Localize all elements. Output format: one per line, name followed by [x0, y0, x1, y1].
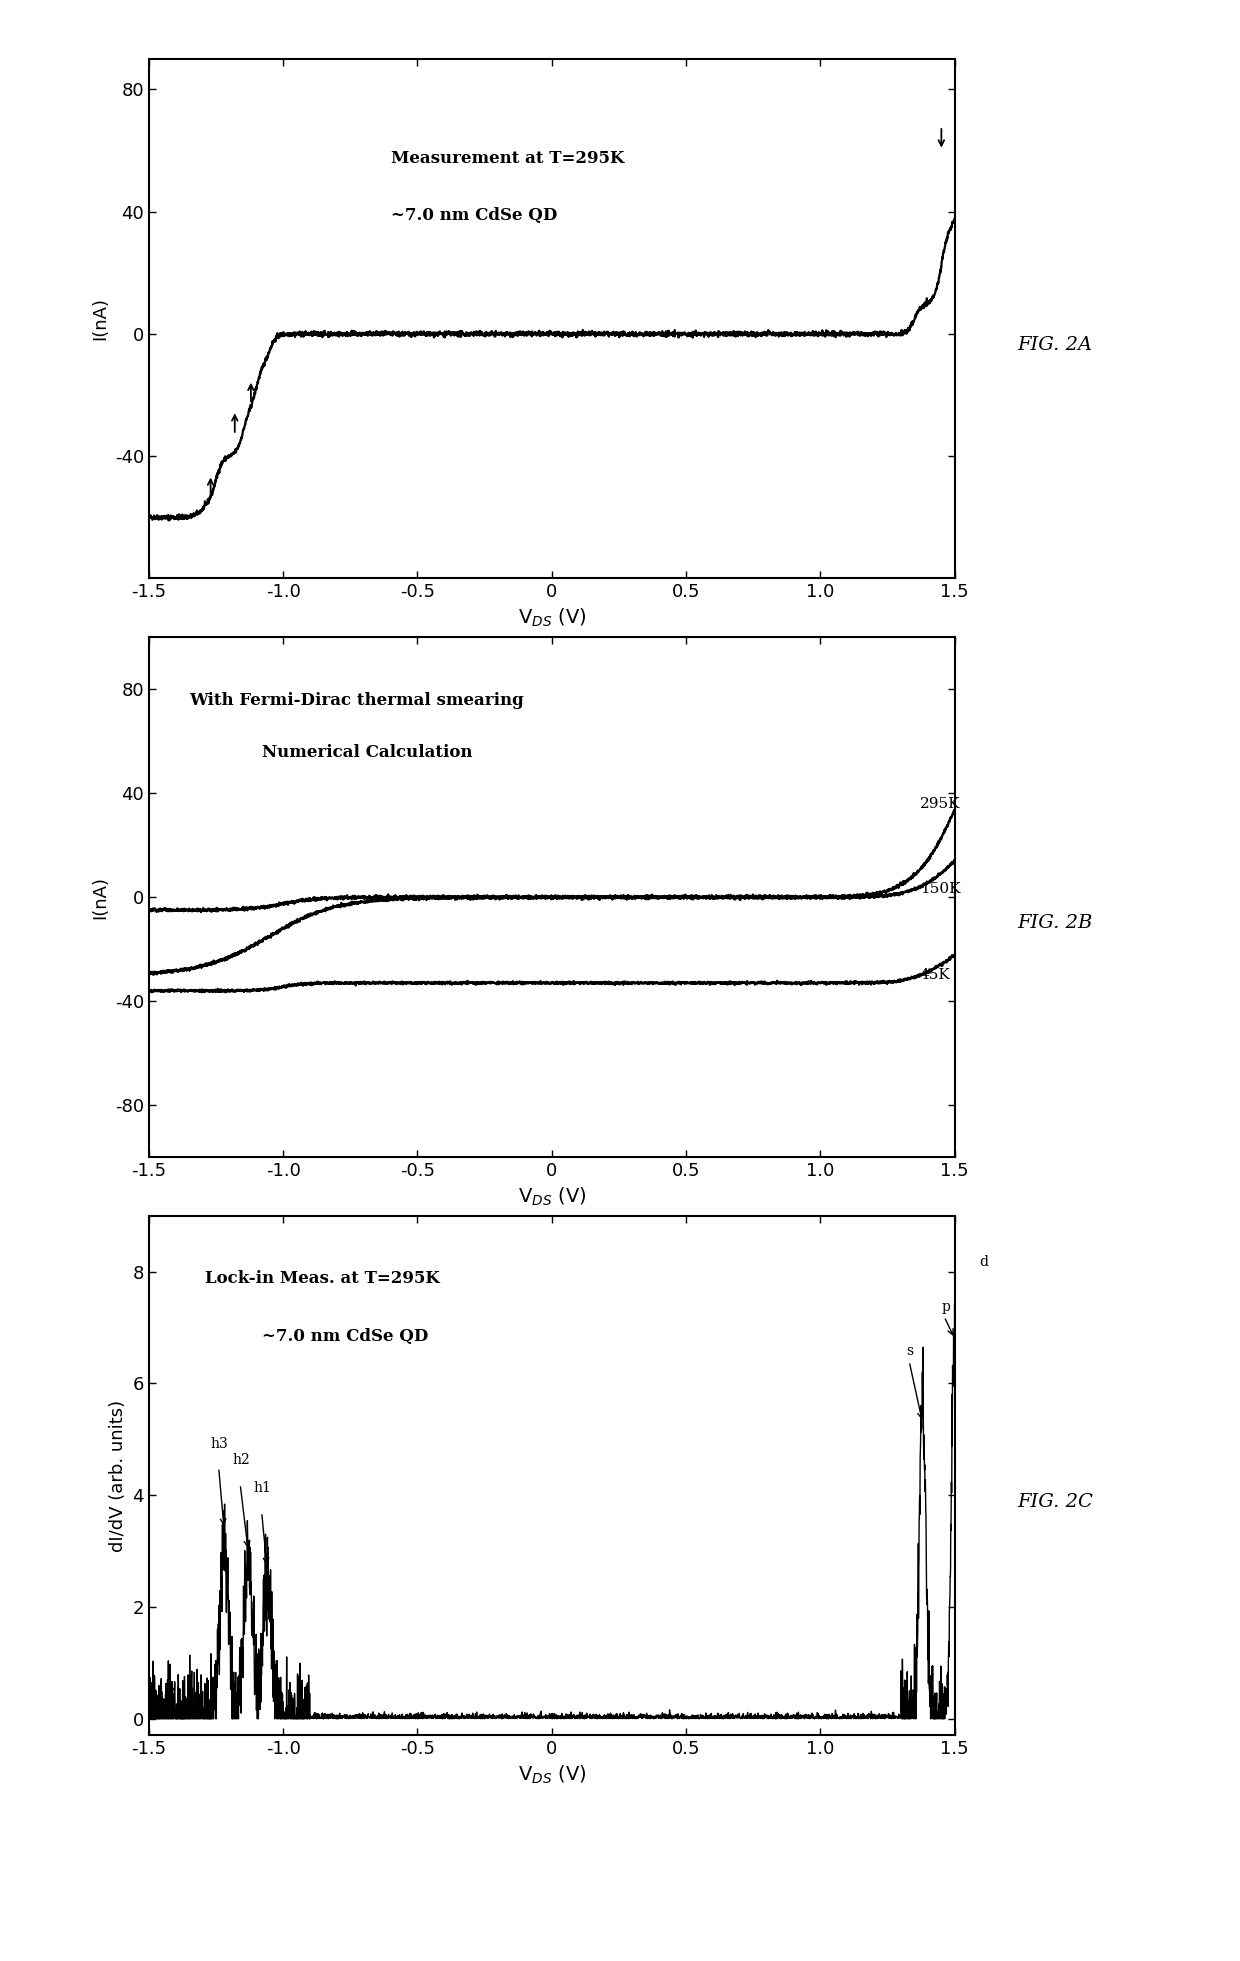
X-axis label: V$_{DS}$ (V): V$_{DS}$ (V) — [517, 1184, 587, 1208]
Text: ~7.0 nm CdSe QD: ~7.0 nm CdSe QD — [262, 1328, 428, 1345]
Text: 150K: 150K — [920, 882, 960, 896]
X-axis label: V$_{DS}$ (V): V$_{DS}$ (V) — [517, 1763, 587, 1786]
Text: Numerical Calculation: Numerical Calculation — [262, 743, 472, 761]
Text: h1: h1 — [254, 1481, 272, 1494]
Text: h2: h2 — [232, 1453, 249, 1467]
Text: d: d — [980, 1255, 988, 1269]
Text: h3: h3 — [211, 1437, 228, 1451]
Text: Lock-in Meas. at T=295K: Lock-in Meas. at T=295K — [206, 1271, 440, 1286]
Y-axis label: dI/dV (arb. units): dI/dV (arb. units) — [109, 1400, 126, 1551]
Text: FIG. 2B: FIG. 2B — [1017, 914, 1092, 931]
Y-axis label: I(nA): I(nA) — [91, 298, 109, 339]
Text: Measurement at T=295K: Measurement at T=295K — [391, 149, 624, 167]
Text: ~7.0 nm CdSe QD: ~7.0 nm CdSe QD — [391, 208, 557, 224]
Y-axis label: I(nA): I(nA) — [91, 877, 109, 918]
X-axis label: V$_{DS}$ (V): V$_{DS}$ (V) — [517, 606, 587, 629]
Text: 45K: 45K — [920, 969, 951, 982]
Text: s: s — [906, 1345, 914, 1359]
Text: FIG. 2A: FIG. 2A — [1017, 335, 1092, 353]
Text: 295K: 295K — [920, 796, 960, 810]
Text: p: p — [941, 1300, 950, 1314]
Text: With Fermi-Dirac thermal smearing: With Fermi-Dirac thermal smearing — [188, 692, 523, 708]
Text: FIG. 2C: FIG. 2C — [1017, 1492, 1092, 1510]
